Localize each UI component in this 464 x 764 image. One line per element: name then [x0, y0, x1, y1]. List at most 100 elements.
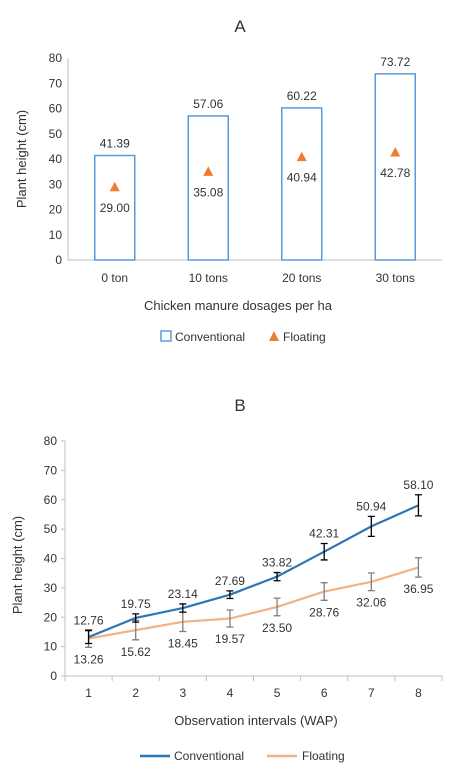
legend-conventional-label-b: Conventional	[174, 749, 244, 763]
point-label-conventional-6: 50.94	[356, 499, 386, 513]
chart-b-title: B	[234, 396, 245, 415]
chart-b-x-tick-7: 8	[415, 686, 422, 700]
chart-b-y-tick-4: 40	[44, 552, 58, 566]
point-label-floating-4: 23.50	[262, 621, 292, 635]
point-label-conventional-1: 19.75	[121, 597, 151, 611]
marker-floating-2	[296, 151, 307, 162]
point-label-conventional-0: 13.26	[74, 652, 104, 666]
legend-conventional-label-a: Conventional	[175, 330, 245, 344]
chart-b-y-tick-6: 60	[44, 493, 58, 507]
legend-floating-label-b: Floating	[302, 749, 345, 763]
chart-a-y-tick-5: 50	[49, 127, 63, 141]
chart-b-x-tick-0: 1	[85, 686, 92, 700]
chart-a-y-tick-1: 10	[49, 228, 63, 242]
chart-b: B 0 10 20 30 40 50 60 70 80 1 2 3 4 5 6 7 8 13.26 19.75 2…	[10, 396, 443, 763]
errorbar-conventional-0	[85, 629, 93, 645]
errorbar-conventional-7	[414, 494, 422, 517]
chart-b-y-tick-5: 50	[44, 522, 58, 536]
line-floating	[88, 566, 419, 640]
bar-label-conventional-3: 73.72	[380, 55, 410, 69]
chart-a-legend: Conventional Floating	[160, 330, 326, 344]
bar-label-conventional-2: 60.22	[287, 89, 317, 103]
errorbar-floating-6	[367, 572, 375, 592]
chart-a-y-tick-0: 0	[55, 253, 62, 267]
bar-conventional-3	[374, 73, 416, 261]
bar-conventional-2	[281, 107, 323, 261]
errorbar-conventional-4	[273, 571, 281, 582]
chart-b-y-tick-3: 30	[44, 581, 58, 595]
chart-b-x-tick-3: 4	[227, 686, 234, 700]
marker-label-floating-3: 42.78	[380, 166, 410, 180]
point-label-floating-5: 28.76	[309, 605, 339, 619]
chart-b-x-ticks: 1 2 3 4 5 6 7 8	[85, 686, 422, 700]
chart-b-y-tick-0: 0	[50, 669, 57, 683]
line-conventional	[88, 504, 419, 639]
chart-b-y-axis-title: Plant height (cm)	[10, 516, 25, 614]
point-label-floating-0: 12.76	[74, 614, 104, 628]
legend-floating-label-a: Floating	[283, 330, 326, 344]
chart-b-marks: 13.26 19.75 23.14 27.69 33.82 42.31 50.94 58.10…	[74, 478, 434, 667]
chart-b-y-tick-7: 70	[44, 463, 58, 477]
chart-a-y-tick-4: 40	[49, 152, 63, 166]
chart-a-y-ticks: 0 10 20 30 40 50 60 70 80	[49, 51, 63, 267]
errorbar-conventional-6	[367, 515, 375, 538]
legend-floating-marker-a	[269, 331, 279, 341]
chart-a-y-tick-2: 20	[49, 203, 63, 217]
marker-floating-1	[203, 166, 214, 176]
errorbar-conventional-1	[132, 613, 140, 623]
chart-b-x-tick-6: 7	[368, 686, 375, 700]
marker-label-floating-2: 40.94	[287, 171, 317, 185]
errorbar-conventional-2	[179, 603, 187, 613]
chart-b-y-tick-2: 20	[44, 610, 58, 624]
chart-a-x-tick-0: 0 ton	[101, 271, 128, 285]
point-label-conventional-4: 33.82	[262, 556, 292, 570]
point-label-conventional-2: 23.14	[168, 587, 198, 601]
chart-b-x-tick-4: 5	[274, 686, 281, 700]
point-label-conventional-5: 42.31	[309, 526, 339, 540]
errorbar-conventional-3	[226, 590, 234, 600]
chart-a-y-tick-8: 80	[49, 51, 63, 65]
chart-a-x-tick-3: 30 tons	[376, 271, 415, 285]
marker-label-floating-1: 35.08	[193, 185, 223, 199]
chart-a-x-tick-1: 10 tons	[189, 271, 228, 285]
chart-b-y-tick-8: 80	[44, 434, 58, 448]
chart-b-x-tick-2: 3	[179, 686, 186, 700]
point-label-floating-7: 36.95	[403, 582, 433, 596]
legend-conventional-marker-a	[160, 330, 172, 342]
point-label-floating-3: 19.57	[215, 632, 245, 646]
chart-b-x-tick-1: 2	[132, 686, 139, 700]
chart-a-y-axis-title: Plant height (cm)	[14, 110, 29, 208]
point-label-conventional-3: 27.69	[215, 574, 245, 588]
errorbar-conventional-5	[320, 542, 328, 561]
chart-b-y-tick-1: 10	[44, 640, 58, 654]
errorbar-floating-7	[414, 557, 422, 578]
marker-floating-0	[109, 181, 120, 192]
chart-a: A 0 10 20 30 40 50 60 70 80 0 ton 10 tons 20 tons 3…	[14, 17, 442, 344]
point-label-conventional-7: 58.10	[403, 478, 433, 492]
chart-b-axes	[61, 440, 443, 681]
chart-b-y-ticks: 0 10 20 30 40 50 60 70 80	[44, 434, 58, 683]
chart-a-y-tick-3: 30	[49, 177, 63, 191]
point-label-floating-2: 18.45	[168, 636, 198, 650]
chart-b-x-axis-title: Observation intervals (WAP)	[174, 713, 338, 728]
chart-a-x-ticks: 0 ton 10 tons 20 tons 30 tons	[101, 271, 415, 285]
chart-a-x-axis-title: Chicken manure dosages per ha	[144, 298, 333, 313]
chart-a-title: A	[234, 17, 246, 36]
errorbar-floating-4	[273, 597, 281, 617]
bar-label-conventional-1: 57.06	[193, 97, 223, 111]
chart-b-legend: Conventional Floating	[140, 749, 345, 763]
point-label-floating-6: 32.06	[356, 596, 386, 610]
bar-conventional-0	[94, 154, 136, 261]
bar-label-conventional-0: 41.39	[100, 136, 130, 150]
errorbar-floating-3	[226, 609, 234, 628]
chart-a-marks: 41.39 57.06 60.22 73.72 29.00 35.08 40.94 42.78	[94, 55, 416, 261]
chart-a-y-tick-6: 60	[49, 102, 63, 116]
errorbar-floating-5	[320, 582, 328, 601]
bar-conventional-1	[187, 115, 229, 261]
marker-floating-3	[390, 146, 401, 157]
chart-a-x-tick-2: 20 tons	[282, 271, 321, 285]
chart-b-x-tick-5: 6	[321, 686, 328, 700]
point-label-floating-1: 15.62	[121, 645, 151, 659]
